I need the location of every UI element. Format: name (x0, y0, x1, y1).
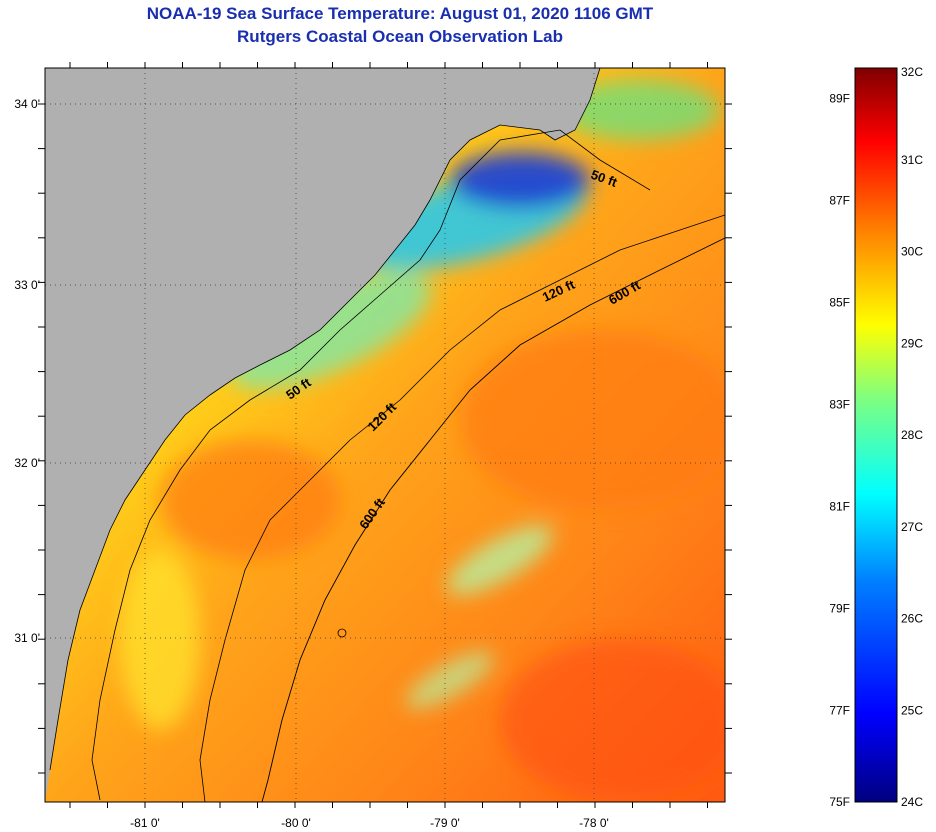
lon-label-78: -78 0' (579, 816, 609, 830)
colorbar-fahrenheit-label: 89F (829, 92, 850, 106)
land-mass (45, 68, 600, 802)
small-contour-ring (337, 628, 347, 638)
colorbar-fahrenheit-label: 87F (829, 194, 850, 208)
colorbar-fahrenheit-label: 79F (829, 601, 850, 615)
colorbar-celsius-label: 27C (901, 520, 923, 534)
colorbar-gradient (854, 67, 898, 803)
colorbar-fahrenheit-label: 75F (829, 795, 850, 809)
colorbar: 89F 87F 85F 83F 81F 79F 77F 75F 32C 31C 30C 29C 28C… (829, 65, 923, 809)
lat-label-31: 31 0' (14, 631, 40, 645)
lat-label-32: 32 0' (14, 456, 40, 470)
colorbar-celsius-label: 24C (901, 795, 923, 809)
colorbar-fahrenheit-label: 83F (829, 397, 850, 411)
graticule (45, 68, 725, 802)
lat-label-34: 34 0' (14, 97, 40, 111)
contour-120ft (199, 214, 725, 802)
map-subtitle: Rutgers Coastal Ocean Observation Lab (237, 27, 563, 46)
axis-ticks (38, 62, 732, 808)
colorbar-fahrenheit-label: 81F (829, 499, 850, 513)
map-area (45, 68, 725, 802)
contour-600ft (261, 237, 725, 802)
colorbar-celsius-label: 30C (901, 245, 923, 259)
coastline (49, 68, 601, 771)
colorbar-celsius-label: 28C (901, 428, 923, 442)
map-title: NOAA-19 Sea Surface Temperature: August … (146, 4, 654, 23)
colorbar-celsius-label: 31C (901, 153, 923, 167)
lon-label-81: -81 0' (130, 816, 160, 830)
map-frame (44, 67, 726, 803)
colorbar-celsius-label: 25C (901, 703, 923, 717)
colorbar-fahrenheit-label: 85F (829, 295, 850, 309)
colorbar-fahrenheit-label: 77F (829, 703, 850, 717)
lon-label-80: -80 0' (281, 816, 311, 830)
contour-50ft (91, 129, 651, 801)
lon-label-79: -79 0' (430, 816, 460, 830)
colorbar-celsius-label: 26C (901, 612, 923, 626)
temperature-patterns (120, 80, 725, 800)
lat-label-33: 33 0' (14, 278, 40, 292)
colorbar-celsius-label: 32C (901, 65, 923, 79)
colorbar-celsius-label: 29C (901, 336, 923, 350)
